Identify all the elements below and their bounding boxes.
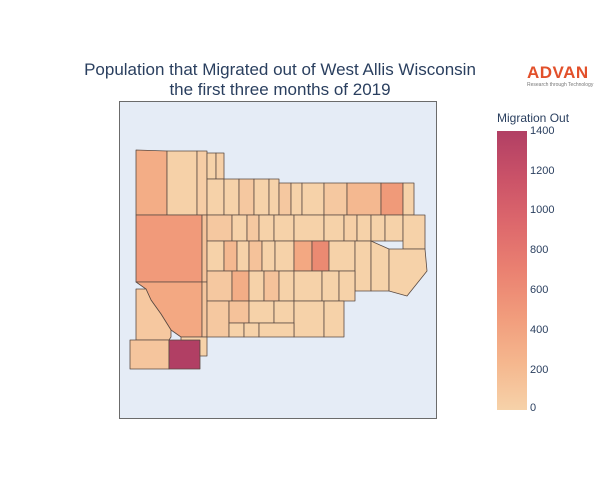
- region[interactable]: [258, 322, 295, 338]
- region[interactable]: [370, 240, 390, 292]
- colorbar: [497, 131, 527, 410]
- region[interactable]: [238, 178, 255, 216]
- colorbar-tick: 400: [530, 324, 549, 336]
- colorbar-tick: 1200: [530, 165, 555, 177]
- colorbar-tick: 600: [530, 284, 549, 296]
- region[interactable]: [293, 300, 325, 338]
- title-line-1: Population that Migrated out of West All…: [84, 60, 476, 79]
- region[interactable]: [243, 322, 260, 338]
- region[interactable]: [343, 214, 358, 242]
- region[interactable]: [354, 240, 372, 292]
- advan-logo: ADVAN Research through Technology: [527, 63, 597, 89]
- colorbar-tick: 0: [530, 402, 537, 414]
- region[interactable]: [268, 178, 280, 216]
- region[interactable]: [236, 240, 250, 272]
- region[interactable]: [323, 214, 345, 242]
- region[interactable]: [388, 248, 428, 297]
- region[interactable]: [166, 150, 198, 216]
- region[interactable]: [129, 339, 170, 370]
- region[interactable]: [301, 182, 325, 216]
- region[interactable]: [278, 270, 295, 302]
- region[interactable]: [231, 270, 250, 302]
- colorbar-tick: 200: [530, 364, 549, 376]
- region[interactable]: [223, 240, 238, 272]
- logo-wordmark: ADVAN: [527, 63, 589, 82]
- region[interactable]: [370, 214, 386, 242]
- colorbar-tick: 1400: [530, 125, 555, 137]
- region[interactable]: [402, 182, 415, 216]
- chart-title: Population that Migrated out of West All…: [40, 60, 520, 100]
- region[interactable]: [293, 214, 325, 242]
- region[interactable]: [263, 270, 280, 302]
- region[interactable]: [261, 240, 276, 272]
- colorbar-tick: 800: [530, 244, 549, 256]
- region[interactable]: [290, 182, 303, 216]
- region[interactable]: [201, 281, 208, 338]
- region[interactable]: [278, 182, 292, 216]
- region[interactable]: [168, 339, 201, 370]
- colorbar-tick: 1000: [530, 204, 555, 216]
- region[interactable]: [323, 182, 348, 216]
- region[interactable]: [273, 300, 295, 324]
- region[interactable]: [346, 182, 382, 216]
- region[interactable]: [215, 152, 225, 180]
- region[interactable]: [273, 214, 295, 242]
- region[interactable]: [293, 270, 323, 302]
- region[interactable]: [201, 214, 208, 283]
- region[interactable]: [135, 214, 203, 283]
- region[interactable]: [135, 149, 168, 216]
- region[interactable]: [206, 152, 217, 180]
- region[interactable]: [206, 240, 225, 272]
- title-line-2: the first three months of 2019: [169, 80, 391, 99]
- region[interactable]: [321, 270, 340, 302]
- region[interactable]: [380, 182, 404, 216]
- region[interactable]: [328, 240, 356, 272]
- region[interactable]: [323, 300, 345, 338]
- region[interactable]: [206, 270, 233, 302]
- region[interactable]: [206, 300, 230, 338]
- region[interactable]: [248, 300, 275, 324]
- region[interactable]: [206, 178, 225, 216]
- region[interactable]: [228, 300, 250, 324]
- region[interactable]: [206, 214, 233, 242]
- region[interactable]: [258, 214, 275, 242]
- region[interactable]: [246, 214, 260, 242]
- logo-tagline: Research through Technology: [527, 82, 594, 88]
- colorbar-title: Migration Out: [497, 111, 570, 125]
- region[interactable]: [196, 150, 208, 216]
- region[interactable]: [248, 240, 263, 272]
- region[interactable]: [248, 270, 265, 302]
- region[interactable]: [293, 240, 313, 272]
- region[interactable]: [228, 322, 245, 338]
- region[interactable]: [402, 214, 426, 250]
- choropleth-map[interactable]: [119, 101, 437, 419]
- region[interactable]: [356, 214, 372, 242]
- region[interactable]: [223, 178, 240, 216]
- region[interactable]: [253, 178, 270, 216]
- region[interactable]: [231, 214, 248, 242]
- region[interactable]: [338, 270, 356, 302]
- region[interactable]: [384, 214, 404, 242]
- region[interactable]: [274, 240, 295, 272]
- region[interactable]: [311, 240, 330, 272]
